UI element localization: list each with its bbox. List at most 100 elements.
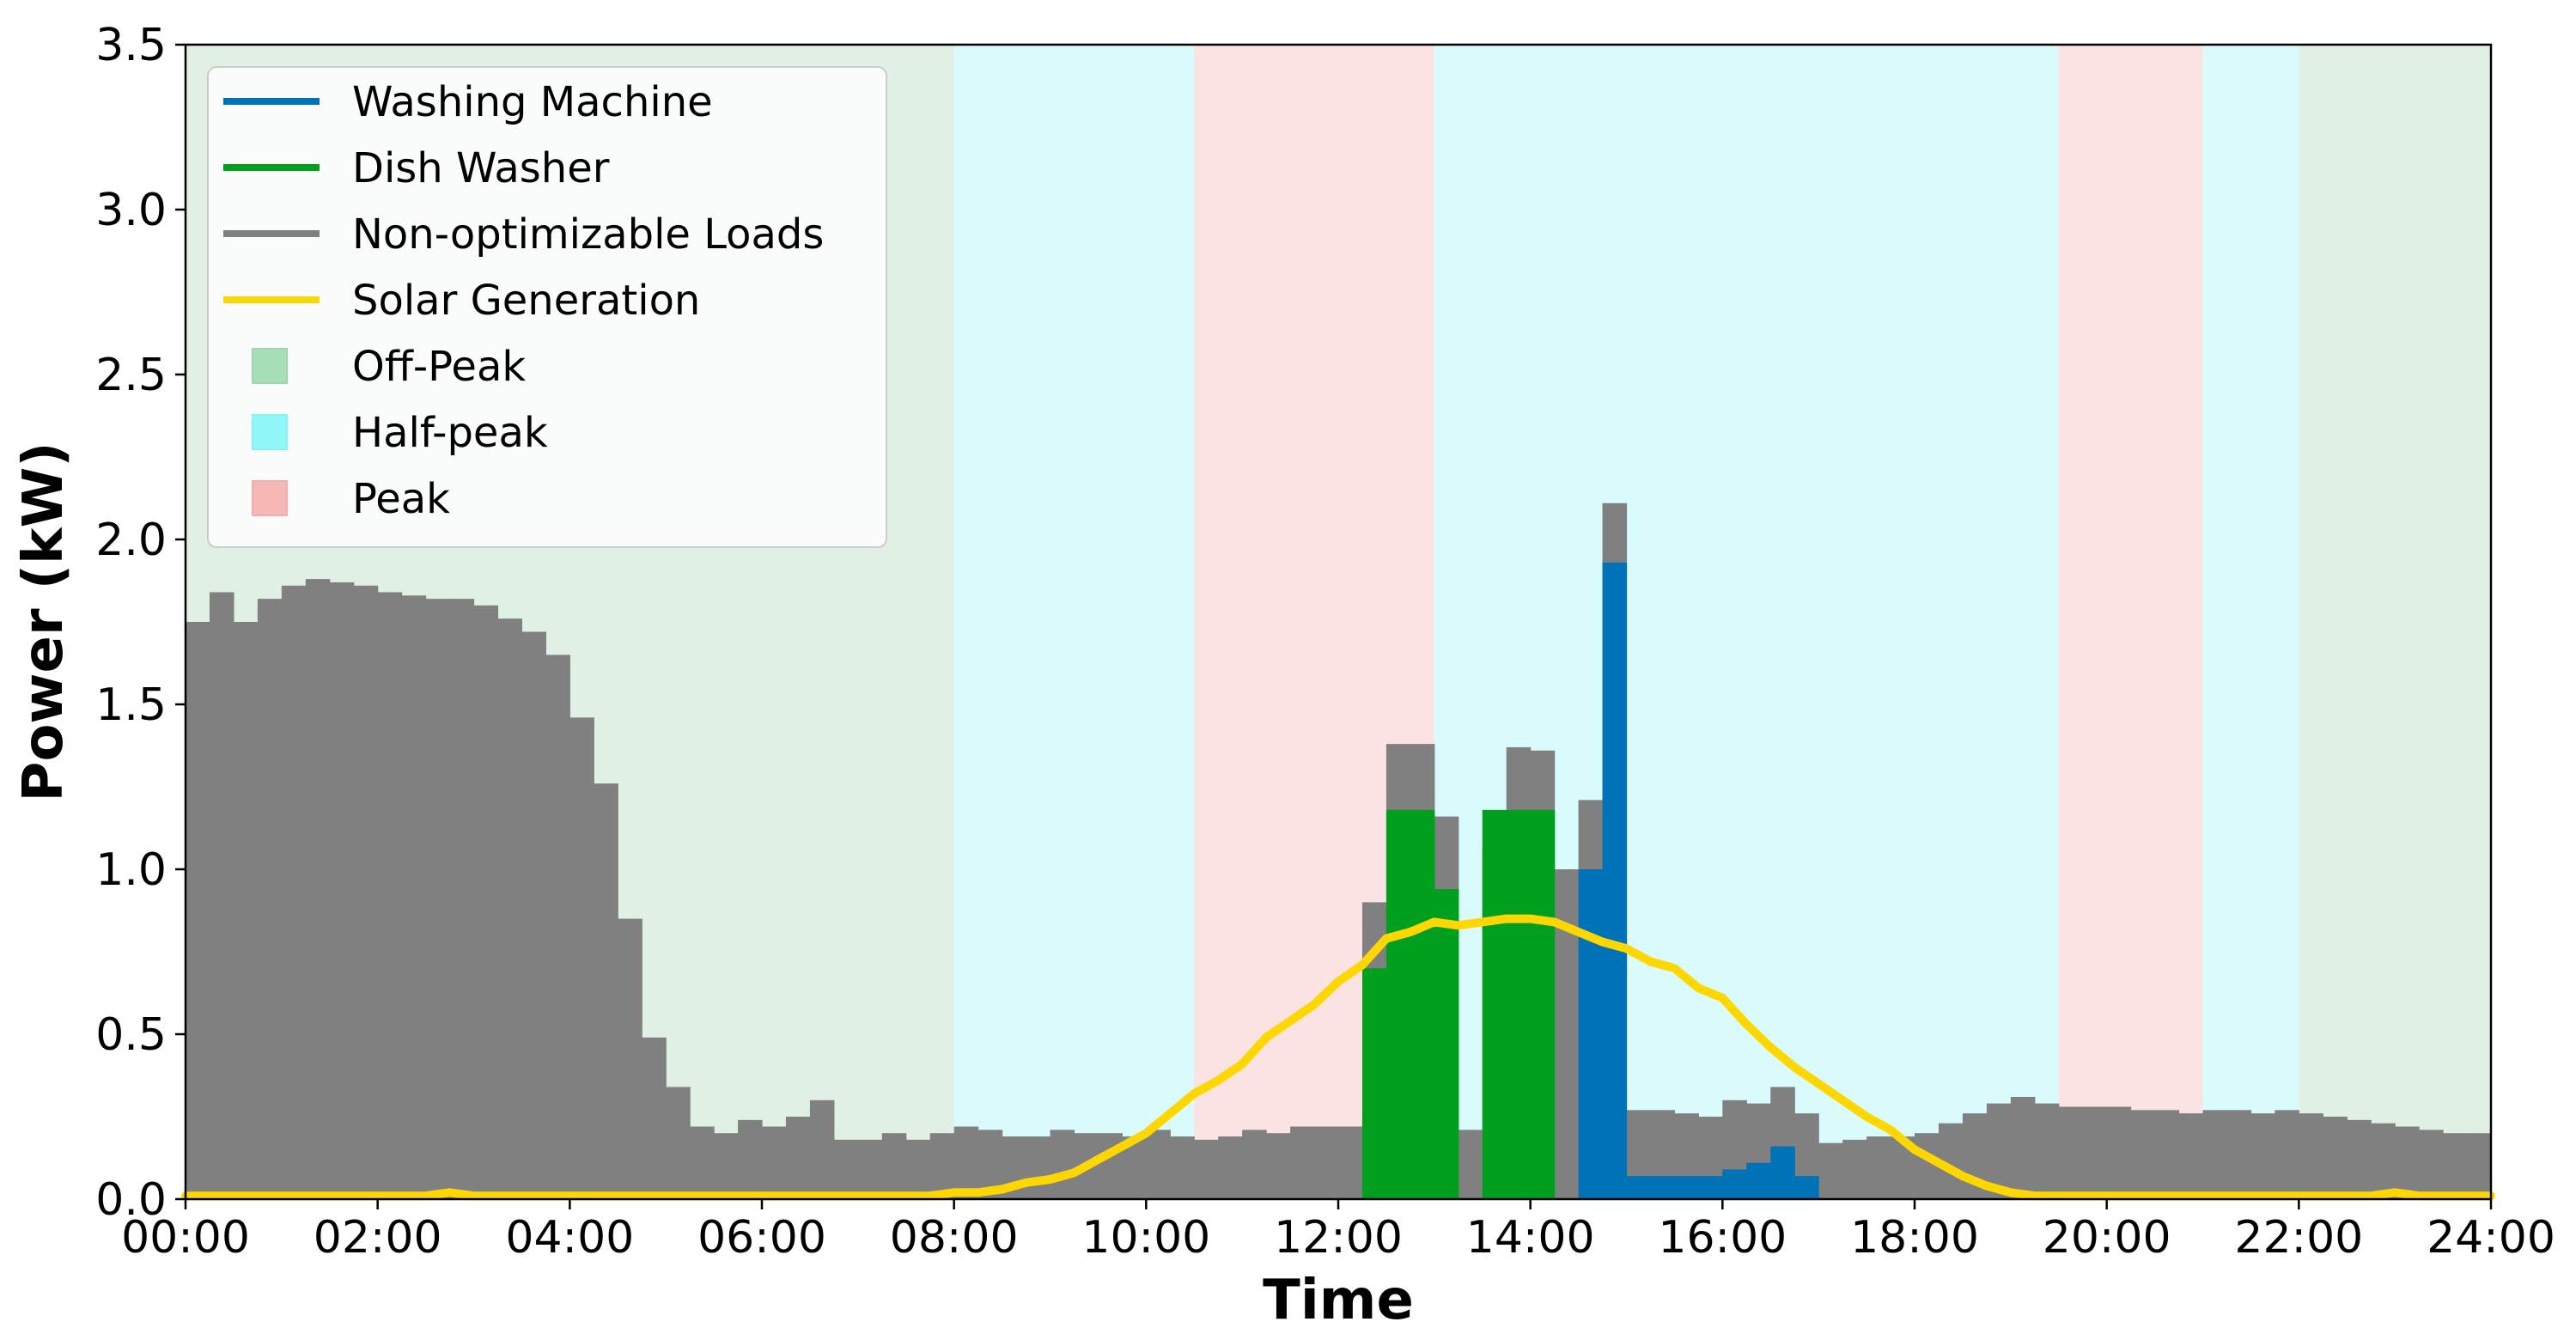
dish-washer-bar-50 — [1385, 809, 1411, 1199]
non-optimizable-bar-5 — [305, 579, 331, 1199]
legend-entry-peak: Peak — [252, 475, 450, 523]
dish-washer-bar-52 — [1434, 889, 1459, 1199]
non-optimizable-bar-31 — [929, 1133, 955, 1199]
legend-label: Non-optimizable Loads — [352, 210, 824, 259]
non-optimizable-bar-79 — [2082, 1106, 2108, 1199]
non-optimizable-bar-15 — [545, 655, 570, 1199]
non-optimizable-bar-8 — [377, 592, 403, 1199]
non-optimizable-bar-89 — [2323, 1117, 2348, 1199]
non-optimizable-bar-26 — [809, 1099, 835, 1199]
non-optimizable-bar-57 — [1554, 869, 1580, 1199]
y-tick-label: 2.0 — [95, 515, 167, 566]
solar-generation-polyline — [181, 914, 2495, 1201]
non-optimizable-bar-83 — [2178, 1113, 2204, 1199]
washing-machine-bar-67 — [1794, 1176, 1819, 1199]
y-tick-label: 2.5 — [95, 350, 167, 401]
legend-swatch-patch — [252, 348, 288, 384]
washing-machine-bar-64 — [1722, 1169, 1747, 1199]
non-optimizable-bar-47 — [1314, 1126, 1339, 1199]
washing-machine-bar-65 — [1746, 1162, 1771, 1199]
non-optimizable-bar-42 — [1194, 1139, 1219, 1199]
x-axis-label: Time — [1263, 1269, 1414, 1332]
non-optimizable-bar-9 — [401, 595, 427, 1199]
non-optimizable-bar-91 — [2371, 1123, 2396, 1199]
non-optimizable-bar-19 — [642, 1037, 667, 1199]
non-optimizable-bar-78 — [2058, 1106, 2084, 1199]
non-optimizable-bar-10 — [425, 599, 451, 1199]
y-axis-ticks: 0.0 0.5 1.0 1.5 2.0 2.5 3.0 3.5 — [95, 20, 186, 1226]
x-tick-label: 02:00 — [314, 1212, 442, 1264]
non-optimizable-bar-4 — [281, 585, 307, 1199]
y-axis-label: Power (kW) — [12, 442, 76, 802]
non-optimizable-bar-21 — [690, 1126, 715, 1199]
non-optimizable-bar-72 — [1915, 1133, 1940, 1199]
washing-machine-bar-63 — [1698, 1176, 1723, 1199]
non-optimizable-bar-77 — [2034, 1103, 2060, 1199]
dish-washer-bar-56 — [1530, 809, 1556, 1199]
non-optimizable-bar-2 — [233, 622, 259, 1199]
legend-label: Solar Generation — [352, 277, 700, 325]
non-optimizable-bar-11 — [449, 599, 475, 1199]
non-optimizable-bar-82 — [2154, 1110, 2180, 1199]
band-half-peak-5 — [2202, 45, 2299, 1199]
non-optimizable-bar-43 — [1218, 1136, 1243, 1199]
non-optimizable-bar-35 — [1026, 1136, 1051, 1199]
non-optimizable-bar-69 — [1842, 1139, 1867, 1199]
non-optimizable-bar-88 — [2299, 1113, 2323, 1199]
washing-machine-bar-60 — [1626, 1176, 1652, 1199]
band-peak-4 — [2058, 45, 2203, 1199]
y-tick-label: 1.0 — [95, 844, 167, 896]
non-optimizable-bar-46 — [1290, 1126, 1315, 1199]
non-optimizable-bar-36 — [1050, 1130, 1075, 1199]
non-optimizable-bar-24 — [762, 1126, 787, 1199]
non-optimizable-bar-17 — [594, 783, 618, 1199]
x-tick-label: 04:00 — [505, 1212, 634, 1264]
non-optimizable-bar-1 — [209, 592, 234, 1199]
dish-washer-bar-55 — [1506, 809, 1532, 1199]
x-tick-label: 20:00 — [2043, 1212, 2171, 1264]
non-optimizable-bar-81 — [2130, 1110, 2156, 1199]
non-optimizable-bar-53 — [1458, 1130, 1483, 1199]
non-optimizable-bar-7 — [353, 585, 379, 1199]
legend-label: Dish Washer — [352, 144, 610, 192]
non-optimizable-bar-0 — [186, 622, 210, 1199]
x-tick-label: 00:00 — [121, 1212, 250, 1264]
non-optimizable-bar-28 — [857, 1139, 883, 1199]
washing-machine-bar-62 — [1674, 1176, 1699, 1199]
legend-entry-solar-generation: Solar Generation — [223, 277, 700, 325]
non-optimizable-bar-13 — [497, 618, 523, 1199]
washing-machine-bar-59 — [1602, 562, 1628, 1199]
dish-washer-bars — [1361, 809, 1556, 1199]
non-optimizable-bar-22 — [714, 1133, 739, 1199]
y-tick-label: 1.5 — [95, 679, 167, 731]
non-optimizable-bar-95 — [2467, 1133, 2492, 1199]
legend-entry-non-optimizable-loads: Non-optimizable Loads — [223, 210, 824, 259]
legend-entry-half-peak: Half-peak — [252, 409, 548, 457]
legend-label: Half-peak — [352, 409, 548, 457]
non-optimizable-bar-18 — [618, 918, 642, 1199]
non-optimizable-bar-6 — [329, 582, 355, 1199]
x-tick-label: 08:00 — [890, 1212, 1019, 1264]
band-half-peak-1 — [953, 45, 1195, 1199]
non-optimizable-bar-32 — [953, 1126, 979, 1199]
y-tick-label: 3.0 — [95, 185, 167, 236]
non-optimizable-bar-84 — [2202, 1110, 2228, 1199]
legend-entry-off-peak: Off-Peak — [252, 343, 526, 391]
x-tick-label: 18:00 — [1850, 1212, 1979, 1264]
non-optimizable-bar-85 — [2226, 1110, 2252, 1199]
non-optimizable-bar-76 — [2010, 1096, 2036, 1199]
non-optimizable-bar-44 — [1242, 1130, 1267, 1199]
legend-label: Washing Machine — [352, 78, 713, 126]
non-optimizable-bar-29 — [881, 1133, 907, 1199]
non-optimizable-bar-12 — [473, 605, 499, 1199]
y-tick-label: 0.5 — [95, 1009, 167, 1061]
y-tick-label: 3.5 — [95, 20, 167, 71]
legend-entry-dish-washer: Dish Washer — [223, 144, 610, 192]
solar-generation-line — [181, 914, 2495, 1201]
non-optimizable-bar-92 — [2395, 1126, 2420, 1199]
x-axis-ticks: 00:00 02:00 04:00 06:00 08:00 10:00 12:00 14:00… — [121, 1199, 2555, 1264]
band-off-peak-6 — [2299, 45, 2491, 1199]
non-optimizable-bar-20 — [666, 1087, 691, 1199]
legend-swatch-patch — [252, 414, 288, 450]
